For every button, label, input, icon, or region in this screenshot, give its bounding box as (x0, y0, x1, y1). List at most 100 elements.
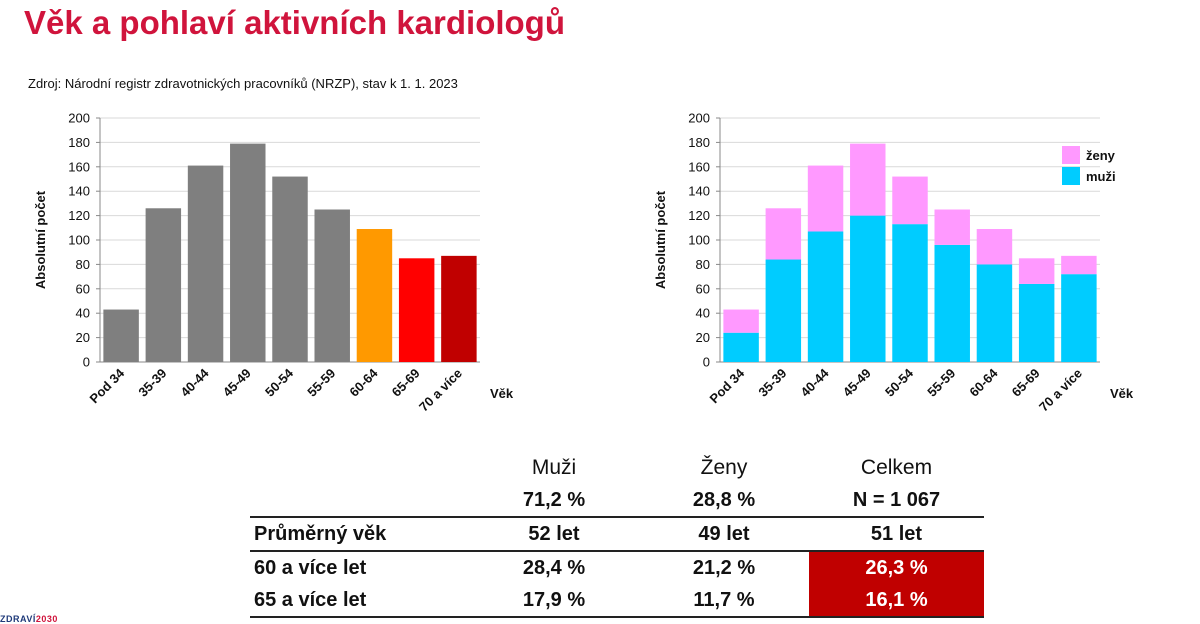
x-tick-label: 50-54 (882, 365, 917, 400)
header-total: Celkem (860, 456, 933, 479)
x-tick-label: 50-54 (262, 365, 297, 400)
highlighted-cell: 16,1 % (809, 584, 984, 618)
bar-women (892, 176, 928, 225)
logo-accent: 2030 (35, 614, 58, 624)
x-tick-label: 70 a více (416, 366, 465, 415)
y-tick-label: 0 (703, 355, 710, 370)
bar (187, 165, 224, 362)
table-cell: 17,9 % (469, 584, 639, 618)
bar-women (807, 165, 844, 232)
summary-table: Muži Ženy Celkem 71,2 % 28,8 % N = 1 067… (250, 452, 984, 618)
table-row: Průměrný věk 52 let 49 let 51 let (250, 517, 984, 552)
bar-men (1018, 283, 1055, 362)
x-axis-title: Věk (490, 386, 514, 401)
bar-women (723, 309, 759, 333)
bar-men (892, 224, 928, 362)
header-men: Muži (531, 456, 577, 479)
y-tick-label: 160 (688, 159, 710, 174)
bar (103, 309, 139, 362)
highlighted-cell: 26,3 % (809, 551, 984, 584)
y-tick-label: 180 (68, 135, 90, 150)
y-tick-label: 60 (76, 281, 90, 296)
table-row: 65 a více let 17,9 % 11,7 % 16,1 % (250, 584, 984, 618)
y-tick-label: 200 (688, 111, 710, 126)
y-tick-label: 80 (76, 257, 90, 272)
x-tick-label: 65-69 (1009, 366, 1043, 400)
legend-swatch-women (1062, 146, 1080, 164)
bar (441, 255, 477, 362)
logo-main: ZDRAVÍ (0, 614, 36, 624)
x-tick-label: 35-39 (135, 366, 169, 400)
y-tick-label: 20 (696, 330, 710, 345)
row-label: 60 a více let (254, 556, 367, 579)
bar-women (976, 229, 1013, 265)
table-cell: 28,4 % (522, 556, 586, 579)
y-tick-label: 80 (696, 257, 710, 272)
bar (398, 258, 435, 362)
y-tick-label: 60 (696, 281, 710, 296)
x-tick-label: 40-44 (178, 365, 213, 400)
x-tick-label: 35-39 (755, 366, 789, 400)
total-count: N = 1 067 (809, 484, 984, 518)
bar-men (807, 231, 844, 362)
bar-men (934, 244, 970, 362)
legend-swatch-men (1062, 167, 1080, 185)
y-tick-label: 140 (688, 184, 710, 199)
row-label: 65 a více let (250, 584, 469, 618)
bar (314, 209, 350, 362)
x-tick-label: 65-69 (389, 366, 423, 400)
y-tick-label: 180 (688, 135, 710, 150)
table-cell: 49 let (639, 517, 809, 552)
bar-women (765, 208, 802, 260)
x-axis-title: Věk (1110, 386, 1134, 401)
table-row: 60 a více let 28,4 % 21,2 % 26,3 % (250, 551, 984, 584)
table-cell: 11,7 % (639, 584, 809, 618)
age-gender-stacked-chart: 0 20 40 60 80 100 120 140 160 180 200 Pod 34 35-39 40… (653, 111, 1134, 415)
table-cell: 52 let (469, 517, 639, 552)
bar (356, 229, 393, 362)
bar-men (765, 259, 802, 362)
table-header-row: Muži Ženy Celkem (250, 452, 984, 484)
x-tick-label: 55-59 (304, 366, 338, 400)
x-tick-label: 70 a více (1036, 366, 1085, 415)
row-label: Průměrný věk (250, 517, 469, 552)
y-tick-label: 0 (83, 355, 90, 370)
bar-women (934, 209, 970, 245)
x-tick-label: Pod 34 (706, 365, 747, 406)
y-tick-label: 120 (688, 208, 710, 223)
x-tick-label: Pod 34 (86, 365, 127, 406)
x-tick-label: 45-49 (840, 366, 874, 400)
bar-men (723, 332, 759, 362)
share-men: 71,2 % (469, 484, 639, 518)
bar (272, 176, 308, 362)
y-tick-label: 120 (68, 208, 90, 223)
share-women: 28,8 % (639, 484, 809, 518)
share-row: 71,2 % 28,8 % N = 1 067 (250, 484, 984, 518)
bar-women (850, 143, 886, 216)
bar-women (1018, 258, 1055, 284)
legend-label-men: muži (1086, 169, 1116, 184)
y-tick-label: 100 (688, 233, 710, 248)
table-cell: 21,2 % (692, 556, 756, 579)
bar (230, 143, 266, 362)
x-tick-label: 40-44 (798, 365, 833, 400)
bar-women (1061, 255, 1097, 275)
x-tick-label: 60-64 (966, 365, 1001, 400)
x-tick-label: 45-49 (220, 366, 254, 400)
y-axis-title: Absolutní počet (33, 190, 48, 289)
bar-men (976, 264, 1013, 362)
x-tick-label: 55-59 (924, 366, 958, 400)
source-note: Zdroj: Národní registr zdravotnických pr… (28, 76, 458, 91)
y-tick-label: 200 (68, 111, 90, 126)
y-tick-label: 100 (68, 233, 90, 248)
bar-men (850, 215, 886, 362)
header-women: Ženy (700, 456, 748, 479)
y-tick-label: 160 (68, 159, 90, 174)
y-axis-title: Absolutní počet (653, 190, 668, 289)
table-cell: 51 let (809, 517, 984, 552)
zdravi-2030-logo: ZDRAVÍ2030 (0, 614, 58, 624)
bar (145, 208, 182, 362)
page-title: Věk a pohlaví aktivních kardiologů (24, 4, 565, 41)
y-tick-label: 140 (68, 184, 90, 199)
bar-men (1061, 274, 1097, 362)
